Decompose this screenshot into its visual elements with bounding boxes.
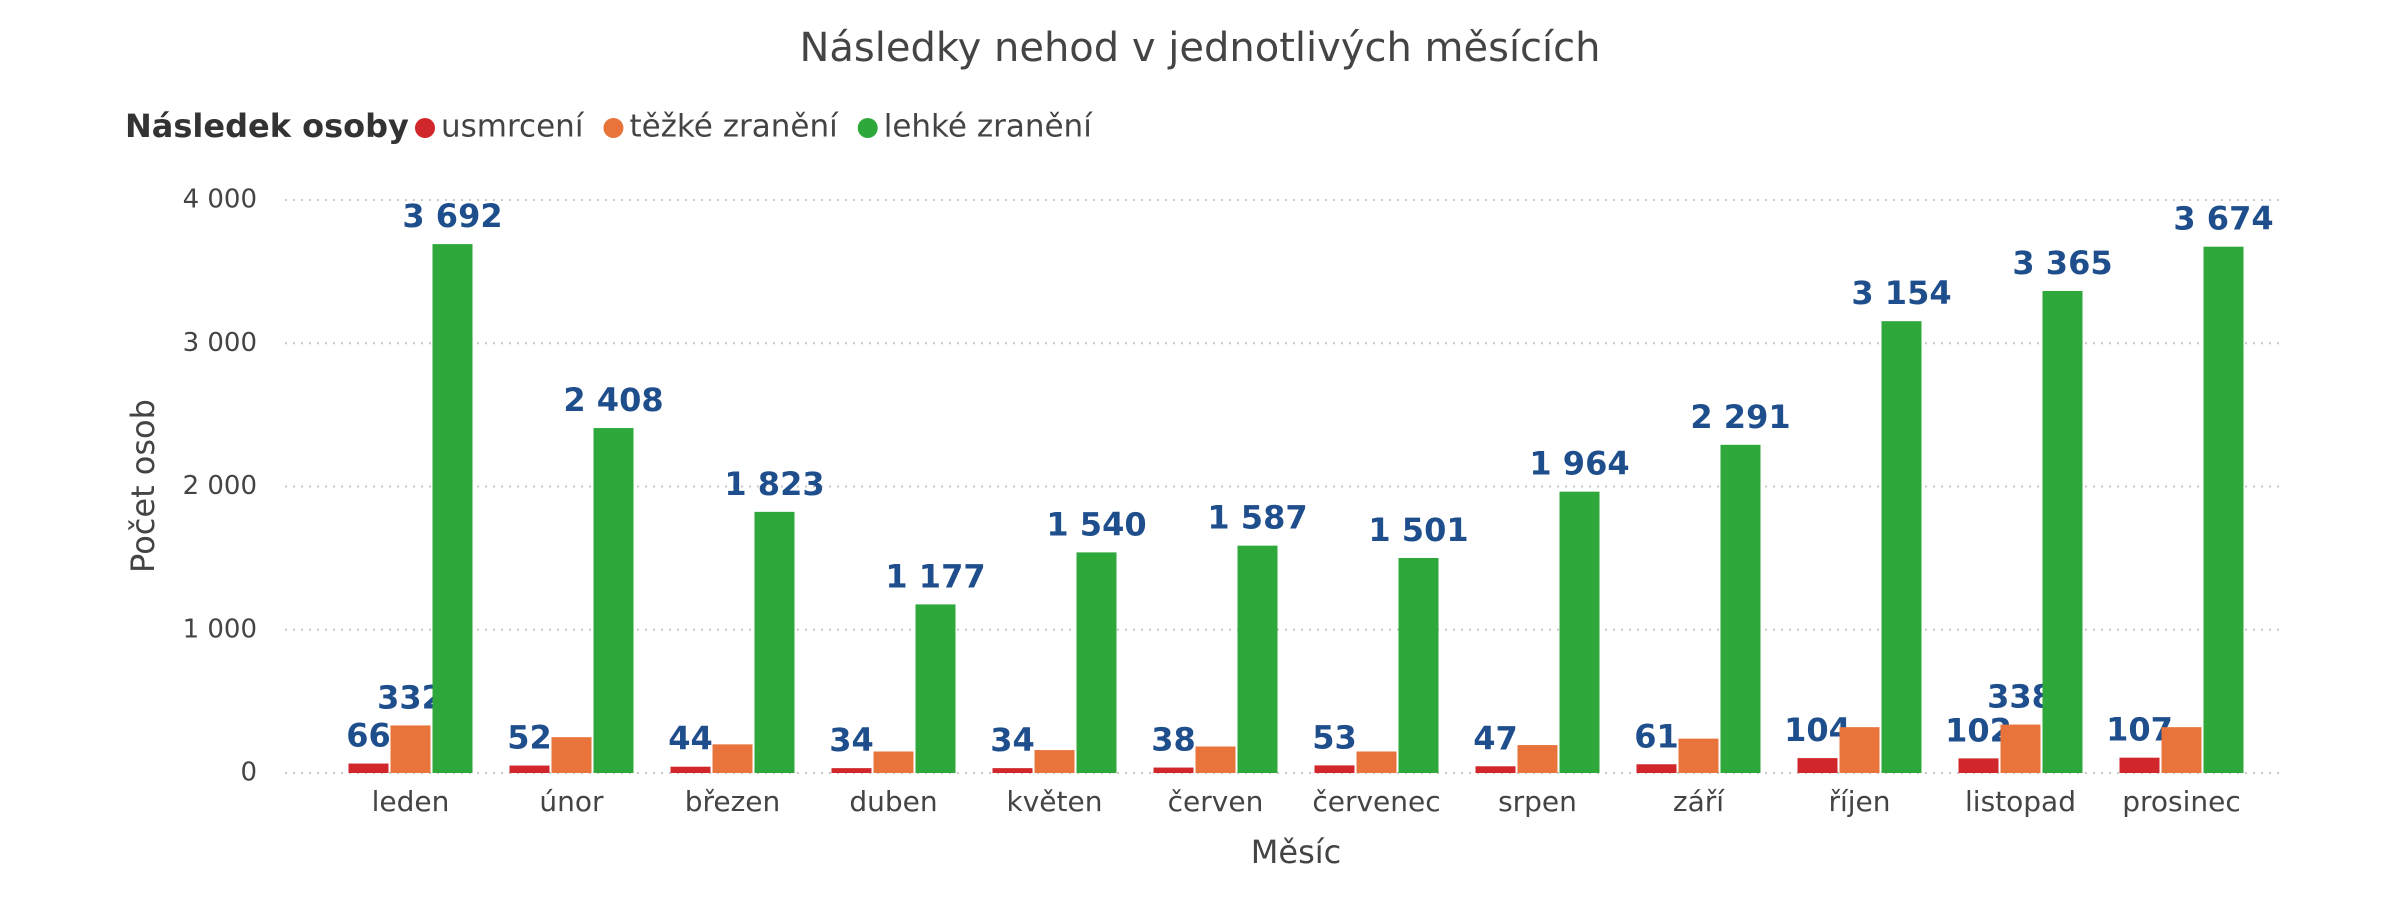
data-label: 2 291 (1690, 398, 1790, 436)
bar (1034, 750, 1075, 773)
y-tick-label: 3 000 (183, 328, 257, 358)
bar (1958, 758, 1999, 773)
data-label: 3 674 (2173, 200, 2273, 238)
bar (2161, 727, 2202, 773)
bar (915, 604, 956, 773)
bar (1797, 758, 1838, 773)
x-tick-label: březen (685, 785, 781, 818)
data-label: 1 177 (885, 557, 985, 595)
data-label: 38 (1151, 721, 1196, 759)
bar (432, 244, 473, 774)
x-tick-label: duben (849, 785, 937, 818)
bar (593, 428, 634, 773)
data-label: 34 (829, 721, 874, 759)
data-label: 53 (1312, 718, 1357, 756)
data-label: 1 587 (1207, 499, 1307, 537)
x-tick-label: říjen (1828, 785, 1890, 818)
legend-label: usmrcení (441, 109, 585, 145)
bar (1237, 545, 1278, 773)
bar (873, 751, 914, 773)
x-tick-label: leden (372, 785, 450, 818)
bar (1720, 444, 1761, 773)
bar (2119, 757, 2160, 773)
y-tick-label: 1 000 (183, 614, 257, 644)
bar (1195, 746, 1236, 773)
bar (2042, 290, 2083, 773)
data-label: 34 (990, 721, 1035, 759)
bar (2203, 246, 2244, 774)
x-tick-label: červenec (1312, 785, 1440, 818)
data-label: 3 154 (1851, 274, 1951, 312)
y-tick-label: 0 (240, 758, 257, 788)
legend-marker (857, 118, 878, 138)
bar (509, 765, 550, 773)
y-tick-label: 2 000 (183, 471, 257, 501)
data-label: 1 964 (1529, 445, 1629, 483)
data-label: 3 365 (2012, 244, 2112, 282)
x-tick-label: srpen (1498, 785, 1577, 818)
bar (390, 725, 431, 773)
bar (1153, 767, 1194, 773)
data-label: 1 501 (1368, 511, 1468, 549)
bar (1678, 738, 1719, 773)
data-label: 3 692 (402, 197, 502, 235)
data-label: 66 (346, 717, 391, 755)
bar (1076, 552, 1117, 773)
x-tick-label: červen (1168, 785, 1264, 818)
bar (712, 744, 753, 773)
bar (348, 763, 389, 773)
bar (1314, 765, 1355, 773)
legend-label: těžké zranění (629, 109, 839, 145)
bar (1517, 745, 1558, 773)
data-label: 52 (507, 719, 552, 757)
chart-title: Následky nehod v jednotlivých měsících (799, 25, 1600, 71)
x-tick-label: září (1673, 785, 1725, 818)
x-tick-label: květen (1007, 785, 1103, 818)
bar (1881, 321, 1922, 773)
bar (1559, 491, 1600, 773)
data-label: 2 408 (563, 381, 663, 419)
data-label: 61 (1634, 717, 1679, 755)
legend-title: Následek osoby (125, 107, 409, 145)
data-label: 47 (1473, 719, 1518, 757)
data-label: 44 (668, 720, 713, 758)
bar (754, 511, 795, 773)
x-axis-title: Měsíc (1251, 833, 1341, 871)
x-tick-label: listopad (1965, 785, 2076, 818)
bar (831, 768, 872, 773)
legend-marker (603, 118, 624, 138)
x-tick-label: prosinec (2122, 785, 2241, 818)
bar (2000, 724, 2041, 773)
bar (1636, 764, 1677, 773)
bar (1475, 766, 1516, 773)
legend-marker (415, 118, 435, 138)
bar (551, 737, 592, 773)
data-label: 1 540 (1046, 505, 1146, 543)
bar (1839, 727, 1880, 773)
bar (992, 768, 1033, 773)
data-label: 1 823 (724, 465, 824, 503)
bar (1356, 751, 1397, 773)
y-axis-title: Počet osob (124, 399, 162, 573)
x-tick-label: únor (539, 785, 604, 818)
y-tick-label: 4 000 (183, 185, 257, 215)
bar (670, 766, 711, 773)
legend-label: lehké zranění (884, 109, 1093, 145)
bar (1398, 557, 1439, 773)
